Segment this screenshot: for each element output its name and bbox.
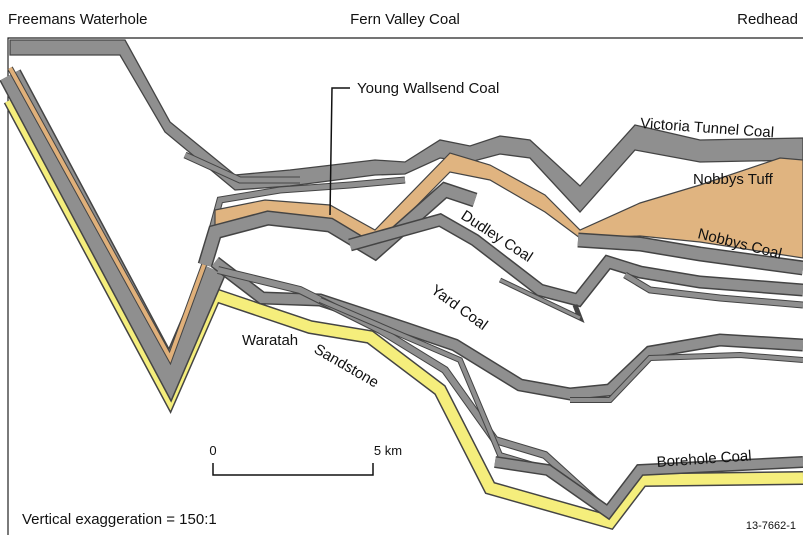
location-label: Freemans Waterhole	[8, 11, 148, 28]
scale-end: 5 km	[374, 443, 402, 458]
figure-id: 13-7662-1	[746, 520, 796, 532]
unit-label: Waratah	[242, 332, 298, 349]
location-label: Fern Valley Coal	[350, 11, 460, 28]
scale-bar	[213, 463, 373, 475]
callout-line	[330, 88, 350, 215]
unit-label: Nobbys Tuff	[693, 171, 774, 188]
location-label: Redhead	[737, 11, 798, 28]
cross-section: Freemans Waterhole Fern Valley Coal Redh…	[0, 0, 803, 535]
unit-label: Sandstone	[311, 341, 382, 392]
unit-label: Yard Coal	[428, 281, 491, 333]
unit-label: Young Wallsend Coal	[357, 80, 499, 97]
strata	[10, 40, 803, 522]
note: Vertical exaggeration = 150:1	[22, 511, 217, 528]
scale-start: 0	[209, 443, 216, 458]
